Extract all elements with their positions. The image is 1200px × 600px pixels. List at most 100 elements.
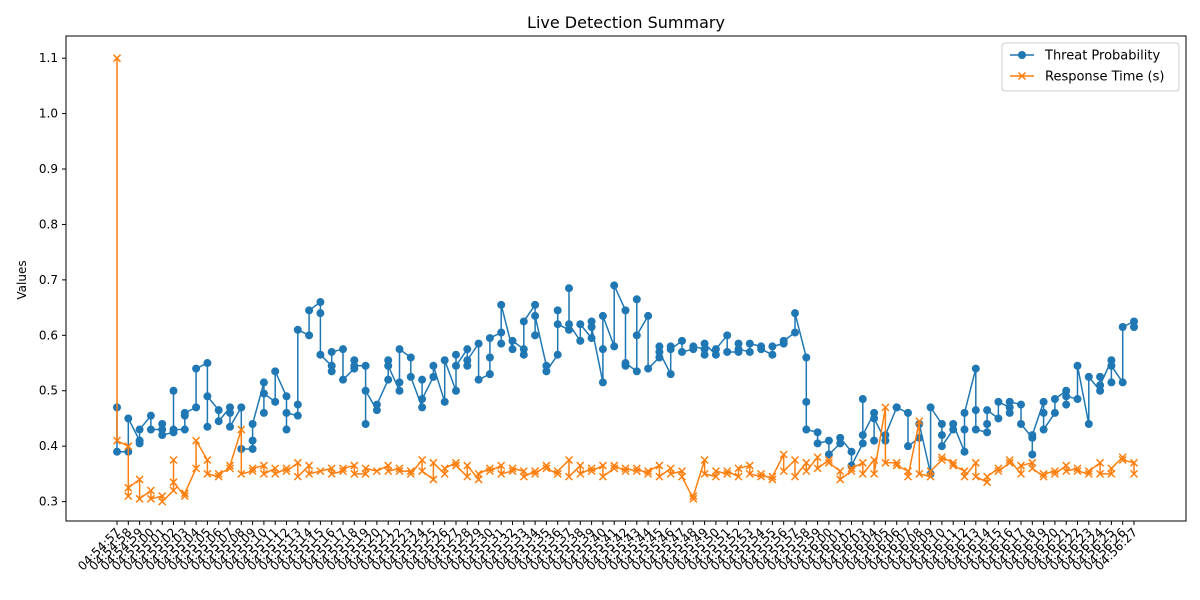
data-point <box>779 336 788 345</box>
data-point <box>271 469 280 478</box>
data-point <box>316 309 325 318</box>
data-point <box>542 367 551 376</box>
data-point <box>1039 425 1048 434</box>
data-point <box>474 339 483 348</box>
data-point <box>587 334 596 343</box>
data-point <box>937 442 946 451</box>
data-point <box>226 422 234 431</box>
data-point <box>1118 323 1127 331</box>
data-point <box>146 494 155 503</box>
data-point <box>915 469 924 478</box>
data-point <box>610 281 619 290</box>
data-point <box>644 469 653 478</box>
data-point <box>485 467 494 476</box>
data-point <box>632 464 641 473</box>
data-point <box>836 467 845 476</box>
data-point <box>960 447 969 456</box>
data-point <box>644 311 653 320</box>
data-point <box>214 472 223 481</box>
data-point <box>655 342 664 351</box>
data-point <box>711 467 720 476</box>
data-point <box>983 428 992 437</box>
data-point <box>666 345 675 354</box>
data-point <box>372 406 381 415</box>
data-point <box>564 455 574 465</box>
data-point <box>824 436 833 445</box>
data-point <box>135 494 144 503</box>
data-point <box>282 464 291 473</box>
data-point <box>858 395 867 404</box>
data-point <box>1050 395 1059 404</box>
data-point <box>282 392 291 401</box>
data-point <box>372 400 381 409</box>
y-tick-label: 0.9 <box>39 162 58 176</box>
data-point <box>994 414 1003 423</box>
data-point <box>564 472 574 481</box>
data-point <box>1096 381 1105 390</box>
data-point <box>1084 467 1093 476</box>
data-point <box>1107 361 1116 370</box>
data-point <box>418 455 427 465</box>
data-point <box>497 461 506 470</box>
legend-label: Threat Probability <box>1044 49 1160 64</box>
data-point <box>463 472 472 481</box>
data-point <box>836 475 845 484</box>
data-point <box>734 472 743 481</box>
data-point <box>1084 469 1093 478</box>
data-point <box>429 475 438 484</box>
data-point <box>960 425 969 434</box>
data-point <box>485 353 494 362</box>
data-point <box>112 54 122 63</box>
data-point <box>1073 395 1082 404</box>
series-threat-probability <box>113 281 1138 478</box>
data-point <box>135 425 144 434</box>
data-point <box>192 464 201 473</box>
data-point <box>350 361 359 370</box>
data-point <box>214 417 223 426</box>
data-point <box>452 350 460 359</box>
data-point <box>1017 400 1025 409</box>
data-point <box>723 469 732 478</box>
data-point <box>384 356 393 365</box>
data-point <box>678 347 686 356</box>
data-point <box>813 464 822 473</box>
data-point <box>1005 455 1014 465</box>
data-point <box>1096 372 1105 381</box>
plot-frame <box>65 35 1187 522</box>
data-point <box>711 350 720 359</box>
data-point <box>644 364 653 373</box>
data-point <box>621 464 630 473</box>
data-point <box>316 350 325 359</box>
data-point <box>203 455 212 465</box>
data-point <box>813 439 822 448</box>
data-point <box>870 469 879 478</box>
data-point <box>757 472 766 481</box>
data-point <box>531 467 540 476</box>
data-point <box>418 403 427 412</box>
data-point <box>497 469 506 478</box>
data-point <box>542 461 551 470</box>
data-point <box>225 464 235 473</box>
data-point <box>350 461 359 470</box>
data-point <box>135 439 144 448</box>
data-point <box>203 359 212 368</box>
data-point <box>598 311 607 320</box>
data-point <box>700 339 709 348</box>
data-point <box>531 331 540 340</box>
data-point <box>192 436 201 445</box>
data-point <box>124 492 133 501</box>
data-point <box>146 425 155 434</box>
data-point <box>1073 467 1082 476</box>
data-point <box>146 411 155 420</box>
data-point <box>305 461 314 470</box>
data-point <box>474 375 483 384</box>
data-point <box>994 464 1003 473</box>
series-layer <box>112 54 1139 506</box>
data-point <box>802 425 811 434</box>
data-point <box>327 367 336 376</box>
data-point <box>881 403 890 412</box>
data-point <box>836 433 845 442</box>
data-point <box>723 467 732 476</box>
data-point <box>813 428 822 437</box>
